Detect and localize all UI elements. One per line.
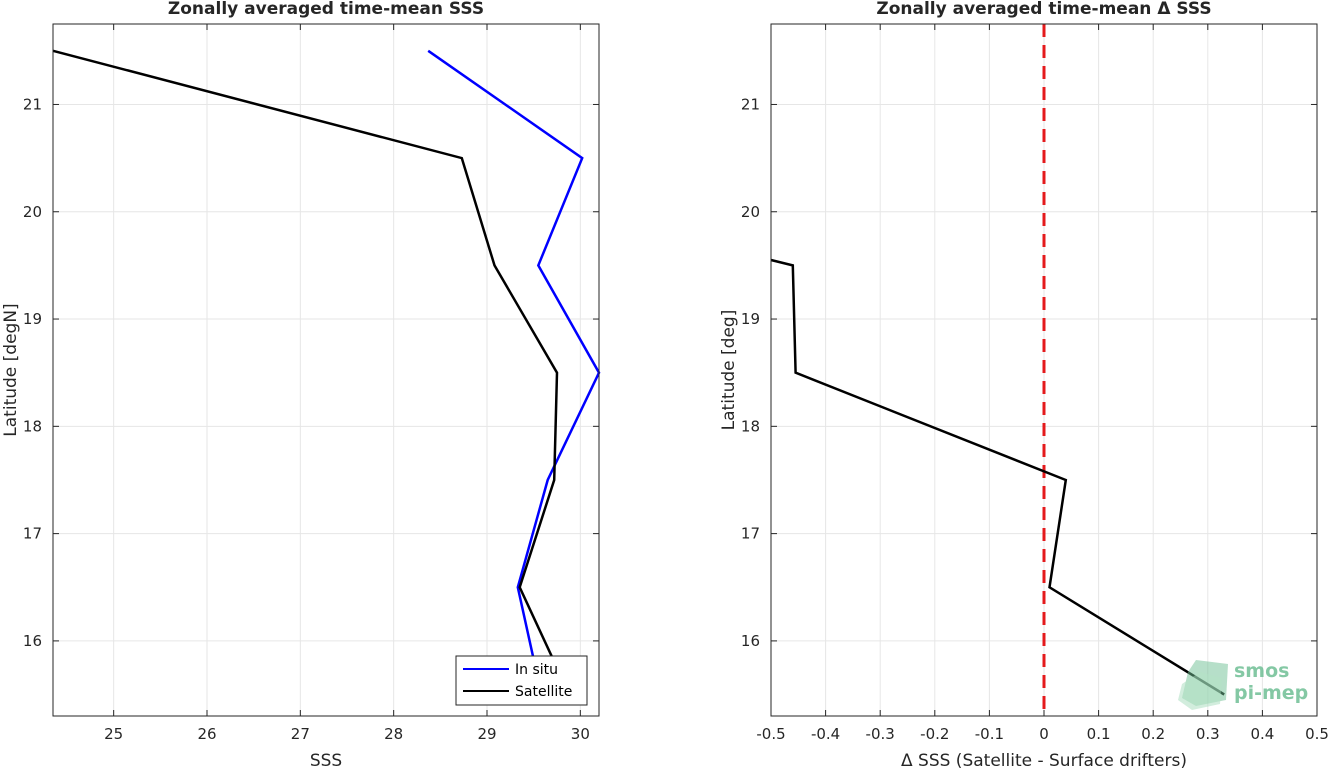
x-tick-labels: 25 26 27 28 29 30 — [104, 725, 590, 743]
plot-frame — [52, 23, 600, 717]
series-lines — [770, 258, 1225, 696]
legend-label-satellite: Satellite — [515, 684, 572, 700]
y-tick-label: 16 — [741, 632, 760, 650]
y-tick-label: 19 — [23, 310, 42, 328]
logo-text-smos: smos — [1234, 660, 1289, 682]
y-tick-label: 16 — [23, 632, 42, 650]
y-tick-label: 17 — [741, 525, 760, 543]
x-tick-label: 28 — [384, 725, 403, 743]
x-tick-label: 26 — [197, 725, 216, 743]
y-axis-label: Latitude [degN] — [1, 303, 21, 436]
series-line-in-situ — [427, 49, 601, 668]
x-axis-label: Δ SSS (Satellite - Surface drifters) — [901, 751, 1187, 769]
y-tick-labels: 16 17 18 19 20 21 — [23, 95, 42, 649]
y-tick-label: 19 — [741, 310, 760, 328]
grid — [53, 24, 599, 716]
x-tick-label: 0 — [1039, 725, 1049, 743]
delta-sss-chart: Zonally averaged time-mean Δ SSS smos pi… — [719, 0, 1329, 771]
logo-waves-icon-layer — [1178, 672, 1222, 710]
series-line-satellite — [52, 49, 559, 669]
y-tick-label: 20 — [23, 203, 42, 221]
x-tick-label: 30 — [571, 725, 590, 743]
chart-title: Zonally averaged time-mean Δ SSS — [876, 0, 1211, 19]
legend-box — [455, 655, 588, 706]
y-tick-label: 21 — [23, 95, 42, 113]
y-tick-label: 17 — [23, 525, 42, 543]
y-tick-labels: 16 17 18 19 20 21 — [741, 95, 760, 649]
x-tick-label: 29 — [477, 725, 496, 743]
logo-text-pi-mep: pi-mep — [1234, 682, 1308, 704]
x-tick-label: 0.5 — [1305, 725, 1329, 743]
x-tick-label: 0.3 — [1196, 725, 1220, 743]
x-tick-label: -0.2 — [920, 725, 949, 743]
sss-chart: Zonally averaged time-mean SSS 25 26 27 28 2… — [1, 0, 601, 771]
y-tick-label: 18 — [741, 417, 760, 435]
plot-frame — [770, 23, 1318, 717]
x-tick-labels: -0.5 -0.4 -0.3 -0.2 -0.1 0 0.1 0.2 0.3 0.4 0.5 — [756, 725, 1329, 743]
x-tick-label: 0.1 — [1087, 725, 1111, 743]
series-line-delta-sss — [770, 258, 1225, 696]
y-tick-label: 20 — [741, 203, 760, 221]
x-tick-label: -0.3 — [866, 725, 895, 743]
legend-label-in-situ: In situ — [515, 662, 558, 678]
y-axis-label: Latitude [deg] — [719, 310, 739, 431]
y-tick-label: 18 — [23, 417, 42, 435]
x-tick-label: -0.1 — [975, 725, 1004, 743]
x-axis-label: SSS — [310, 751, 342, 769]
x-tick-label: 0.2 — [1141, 725, 1165, 743]
smos-pi-mep-logo: smos pi-mep — [1178, 660, 1308, 710]
x-tick-label: 27 — [291, 725, 310, 743]
x-tick-label: -0.5 — [756, 725, 785, 743]
chart-title: Zonally averaged time-mean SSS — [168, 0, 484, 19]
x-tick-label: 0.4 — [1250, 725, 1274, 743]
x-tick-label: 25 — [104, 725, 123, 743]
y-tick-label: 21 — [741, 95, 760, 113]
x-tick-label: -0.4 — [811, 725, 840, 743]
legend: In situ Satellite — [455, 655, 588, 706]
series-lines — [52, 49, 601, 669]
